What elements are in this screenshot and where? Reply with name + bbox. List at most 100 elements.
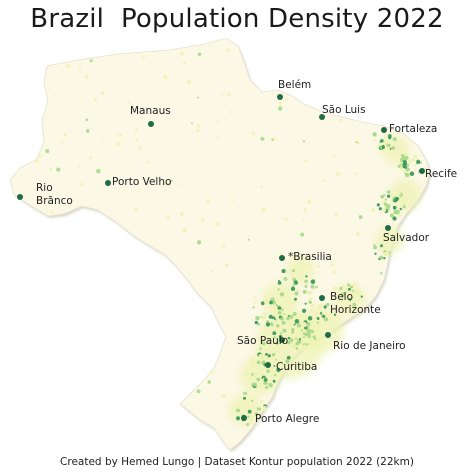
settlement-dot bbox=[382, 246, 386, 250]
settlement-dot bbox=[247, 415, 250, 418]
porto-velho-label: Porto Velho bbox=[112, 176, 171, 188]
settlement-dot bbox=[355, 172, 358, 176]
settlement-dot bbox=[84, 74, 89, 79]
settlement-dot bbox=[274, 318, 277, 321]
settlement-dot bbox=[322, 179, 326, 183]
settlement-dot bbox=[360, 295, 363, 298]
settlement-dot bbox=[328, 308, 331, 311]
sao-paulo-marker bbox=[279, 337, 285, 343]
settlement-dot bbox=[51, 210, 54, 214]
settlement-dot bbox=[353, 289, 358, 294]
settlement-dot bbox=[309, 308, 313, 312]
settlement-dot bbox=[274, 311, 279, 316]
settlement-dot bbox=[349, 293, 353, 298]
settlement-dot bbox=[407, 159, 412, 164]
settlement-dot bbox=[265, 360, 268, 362]
settlement-dot bbox=[383, 257, 386, 260]
settlement-dot bbox=[196, 240, 202, 245]
settlement-dot bbox=[402, 168, 407, 173]
settlement-dot bbox=[100, 140, 104, 143]
map-title: Brazil Population Density 2022 bbox=[30, 4, 444, 34]
settlement-dot bbox=[279, 307, 282, 310]
settlement-dot bbox=[278, 106, 283, 111]
settlement-dot bbox=[379, 139, 384, 143]
settlement-dot bbox=[302, 219, 305, 222]
settlement-dot bbox=[254, 320, 258, 325]
settlement-dot bbox=[332, 286, 338, 291]
settlement-dot bbox=[138, 146, 142, 150]
salvador-label: Salvador bbox=[383, 232, 430, 244]
settlement-dot bbox=[380, 244, 383, 248]
settlement-dot bbox=[358, 215, 363, 220]
settlement-dot bbox=[235, 416, 241, 421]
settlement-dot bbox=[276, 323, 280, 328]
settlement-dot bbox=[382, 194, 386, 197]
settlement-dot bbox=[246, 422, 250, 427]
settlement-dot bbox=[335, 171, 340, 176]
settlement-dot bbox=[279, 276, 282, 280]
curitiba-label-line: Curitiba bbox=[276, 361, 317, 373]
settlement-dot bbox=[383, 202, 388, 206]
settlement-dot bbox=[333, 155, 336, 158]
settlement-dot bbox=[275, 375, 279, 379]
settlement-dot bbox=[277, 281, 282, 285]
settlement-dot bbox=[313, 323, 317, 327]
settlement-dot bbox=[261, 341, 266, 346]
brasilia-label: *Brasilia bbox=[288, 251, 332, 263]
settlement-dot bbox=[302, 289, 307, 294]
settlement-dot bbox=[322, 314, 326, 318]
settlement-dot bbox=[197, 96, 199, 99]
settlement-dot bbox=[357, 291, 362, 296]
settlement-dot bbox=[287, 336, 291, 340]
settlement-dot bbox=[182, 228, 187, 233]
settlement-dot bbox=[273, 336, 276, 339]
settlement-dot bbox=[169, 179, 173, 183]
settlement-dot bbox=[162, 182, 166, 187]
settlement-dot bbox=[304, 159, 307, 162]
recife-label: Recife bbox=[425, 168, 457, 180]
settlement-dot bbox=[272, 379, 276, 383]
settlement-dot bbox=[226, 48, 231, 53]
settlement-dot bbox=[310, 329, 315, 334]
settlement-dot bbox=[288, 333, 292, 337]
settlement-dot bbox=[187, 171, 190, 174]
settlement-dot bbox=[259, 347, 262, 350]
settlement-dot bbox=[258, 356, 261, 360]
settlement-dot bbox=[265, 386, 268, 389]
settlement-dot bbox=[375, 241, 378, 244]
settlement-dot bbox=[236, 408, 241, 413]
settlement-dot bbox=[315, 285, 318, 289]
recife-marker bbox=[419, 168, 425, 174]
settlement-dot bbox=[281, 269, 286, 274]
settlement-dot bbox=[380, 249, 383, 252]
rio-branco-label-line: Brãnco bbox=[36, 195, 73, 207]
settlement-dot bbox=[262, 405, 267, 411]
settlement-dot bbox=[304, 285, 308, 288]
settlement-dot bbox=[242, 399, 246, 402]
settlement-dot bbox=[251, 373, 254, 376]
settlement-dot bbox=[339, 297, 343, 301]
settlement-dot bbox=[243, 394, 247, 398]
settlement-dot bbox=[389, 147, 392, 150]
settlement-dot bbox=[319, 312, 323, 315]
settlement-dot bbox=[295, 347, 299, 350]
settlement-dot bbox=[307, 334, 311, 339]
settlement-dot bbox=[77, 164, 81, 167]
settlement-dot bbox=[383, 139, 389, 144]
settlement-dot bbox=[229, 110, 233, 114]
settlement-dot bbox=[93, 97, 98, 101]
settlement-dot bbox=[85, 118, 89, 122]
settlement-dot bbox=[308, 291, 313, 296]
settlement-dot bbox=[333, 313, 337, 316]
settlement-dot bbox=[306, 343, 309, 346]
settlement-dot bbox=[221, 93, 224, 96]
settlement-dot bbox=[274, 306, 278, 310]
settlement-dot bbox=[251, 318, 254, 322]
salvador-label-line: Salvador bbox=[383, 232, 430, 244]
rio-de-janeiro-marker bbox=[325, 332, 331, 338]
settlement-dot bbox=[301, 329, 304, 332]
recife-label-line: Recife bbox=[425, 168, 457, 180]
settlement-dot bbox=[252, 403, 256, 407]
settlement-dot bbox=[310, 279, 316, 285]
